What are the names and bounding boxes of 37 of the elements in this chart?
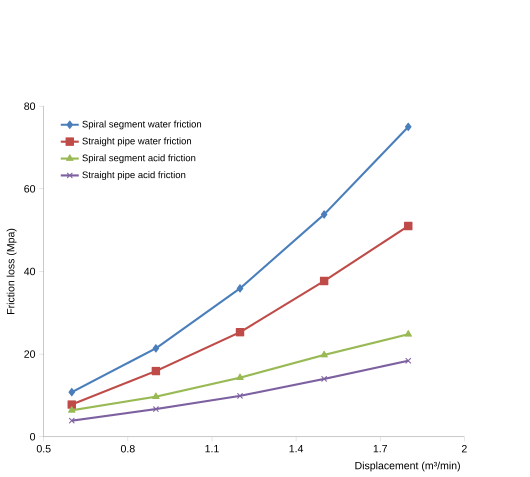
point	[68, 417, 75, 424]
point	[68, 400, 76, 409]
point	[404, 330, 412, 336]
point	[320, 350, 328, 358]
y-tick-label: 60	[24, 184, 36, 192]
point	[152, 392, 160, 399]
x-axis-title: Displacement (m³/min)	[355, 461, 460, 472]
point	[404, 122, 412, 131]
x-tick-label: 2	[462, 444, 467, 452]
point	[152, 406, 160, 412]
x-tick-label: 1.1	[205, 444, 219, 452]
y-tick-label: 40	[24, 268, 36, 275]
point	[405, 357, 412, 364]
x-tick-label: 0.8	[120, 444, 135, 452]
point	[236, 373, 244, 380]
point	[404, 222, 412, 230]
point	[236, 284, 244, 292]
point	[236, 392, 244, 399]
legend-label: Straight pipe acid friction	[82, 170, 186, 180]
legend-label: Spiral segment acid friction	[82, 154, 196, 163]
y-tick-label: 0	[30, 432, 36, 440]
point	[320, 276, 328, 285]
point	[320, 376, 328, 382]
legend-label: Spiral segment water friction	[82, 120, 202, 130]
point	[68, 406, 76, 412]
point	[320, 210, 328, 218]
point	[68, 388, 76, 396]
y-tick-label: 80	[24, 102, 36, 110]
legend-label: Straight pipe water friction	[82, 137, 192, 146]
x-tick-label: 1.4	[290, 444, 304, 452]
point	[152, 366, 160, 376]
point	[152, 344, 160, 352]
x-tick-label: 1.7	[374, 444, 388, 452]
point	[236, 328, 244, 336]
y-axis-title: Friction loss (Mpa)	[6, 228, 17, 314]
x-tick-label: 0.5	[36, 444, 51, 452]
y-tick-label: 20	[24, 350, 36, 358]
